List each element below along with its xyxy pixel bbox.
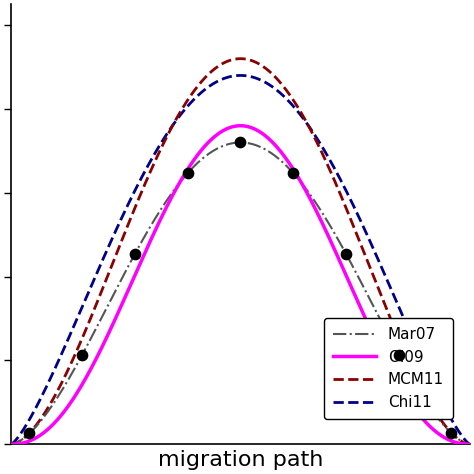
- MCM11: [210, 67, 216, 73]
- MCM11: [194, 85, 200, 91]
- Mar07: [366, 295, 372, 301]
- MCM11: [324, 160, 329, 165]
- Mar07: [324, 217, 329, 223]
- Point: [237, 139, 244, 146]
- Ol09: [55, 416, 61, 422]
- Point: [78, 351, 86, 358]
- Line: Mar07: Mar07: [11, 143, 470, 444]
- Chi11: [55, 359, 61, 365]
- Ol09: [8, 441, 14, 447]
- Point: [26, 429, 33, 437]
- Ol09: [237, 123, 243, 128]
- Mar07: [467, 441, 473, 447]
- Line: Chi11: Chi11: [11, 75, 470, 444]
- Ol09: [374, 341, 380, 347]
- Chi11: [8, 441, 14, 447]
- Ol09: [194, 154, 200, 159]
- Chi11: [237, 73, 243, 78]
- Ol09: [210, 135, 216, 141]
- Line: MCM11: MCM11: [11, 59, 470, 444]
- Mar07: [194, 161, 200, 167]
- MCM11: [374, 284, 380, 290]
- Mar07: [55, 394, 61, 400]
- Chi11: [467, 441, 473, 447]
- Point: [131, 250, 139, 257]
- Chi11: [324, 151, 329, 157]
- Mar07: [8, 441, 14, 447]
- MCM11: [467, 441, 473, 447]
- Mar07: [374, 311, 380, 317]
- MCM11: [8, 441, 14, 447]
- Point: [290, 169, 297, 177]
- MCM11: [237, 56, 243, 62]
- Point: [395, 351, 402, 358]
- MCM11: [366, 263, 372, 269]
- Mar07: [237, 140, 243, 146]
- X-axis label: migration path: migration path: [158, 450, 323, 470]
- MCM11: [55, 387, 61, 393]
- Line: Ol09: Ol09: [11, 126, 470, 444]
- Ol09: [324, 229, 329, 235]
- Ol09: [467, 441, 473, 447]
- Legend: Mar07, Ol09, MCM11, Chi11: Mar07, Ol09, MCM11, Chi11: [324, 318, 453, 419]
- Chi11: [210, 81, 216, 87]
- Point: [184, 169, 191, 177]
- Mar07: [210, 148, 216, 154]
- Point: [342, 250, 350, 257]
- Ol09: [366, 324, 372, 329]
- Chi11: [366, 237, 372, 243]
- Point: [447, 429, 455, 437]
- Chi11: [194, 94, 200, 100]
- Chi11: [374, 255, 380, 261]
